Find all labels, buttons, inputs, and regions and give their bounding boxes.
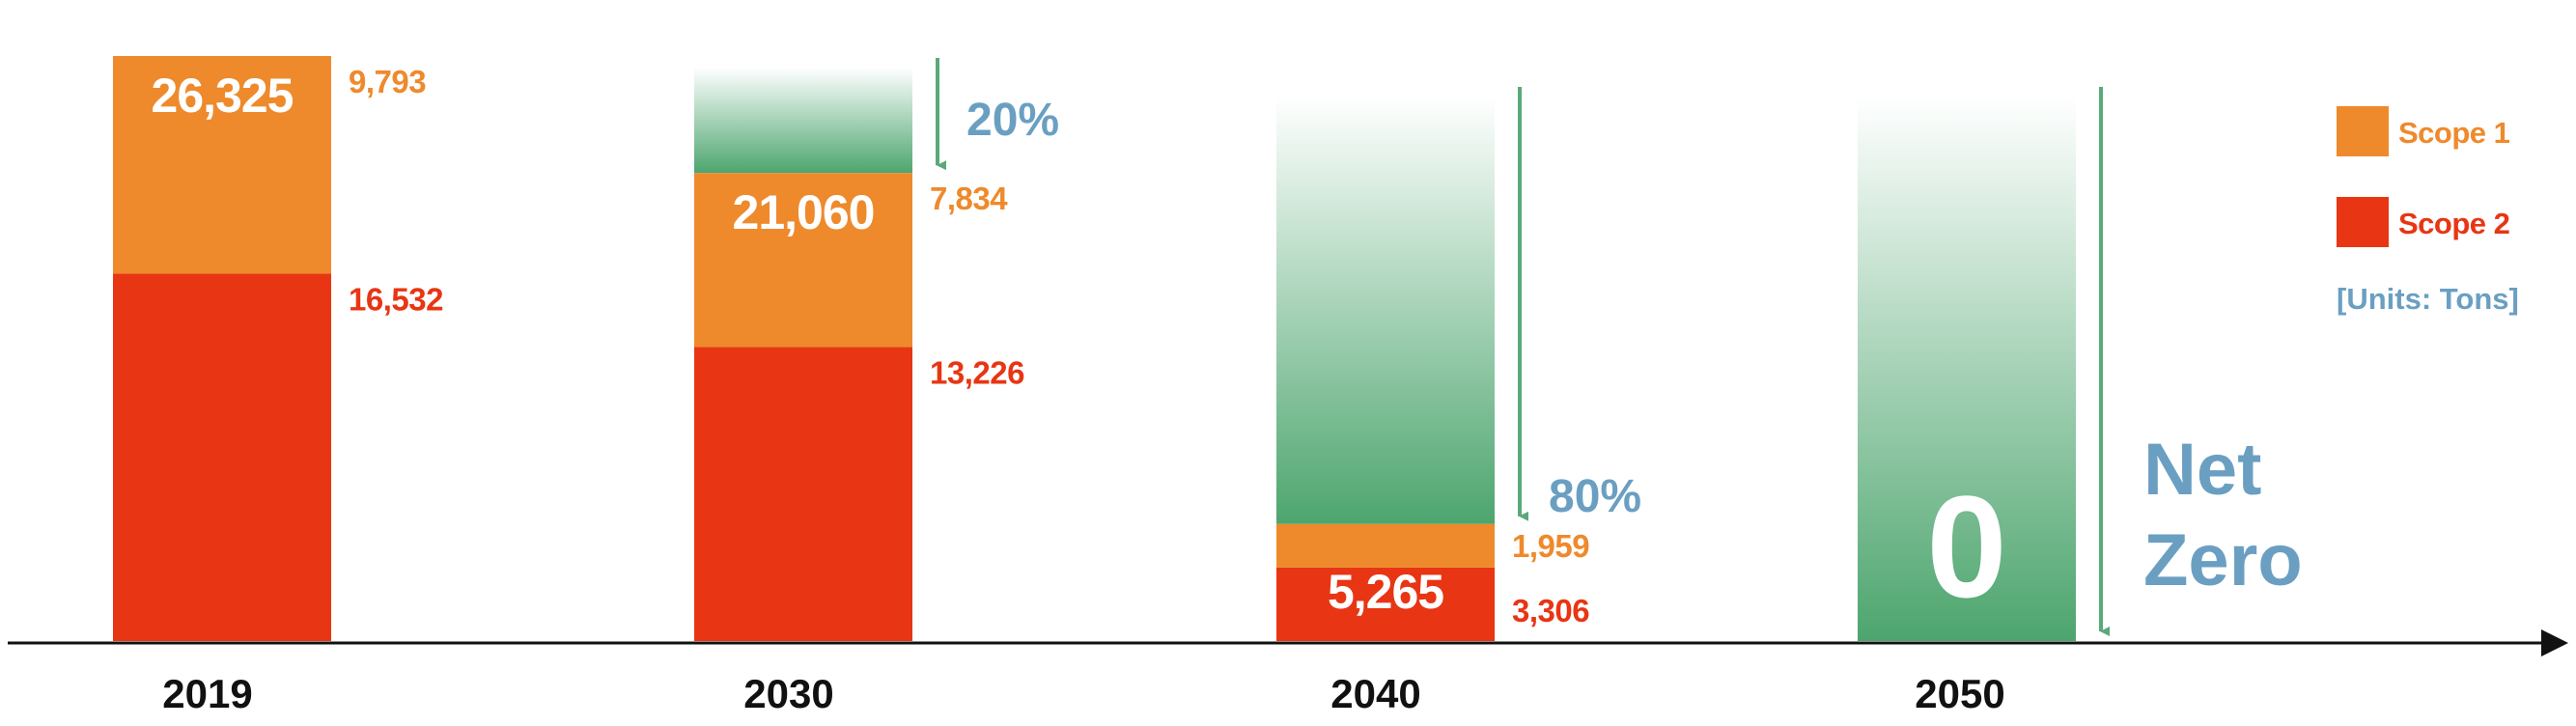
year-label-2040: 2040 [1330,671,1420,716]
scope2-label-2040: 3,306 [1512,593,1589,628]
year-label-2030: 2030 [743,671,833,716]
year-label-2050: 2050 [1915,671,2004,716]
legend-swatch-scope1 [2337,106,2389,156]
x-axis-arrowhead [2541,629,2568,656]
year-label-2019: 2019 [162,671,252,716]
bar-scope2-2019 [113,273,331,641]
reduction-label-2030: 20% [966,95,1059,146]
units-label: [Units: Tons] [2337,282,2519,316]
legend-label-scope1: Scope 1 [2398,116,2510,150]
reduction-area-2050 [1858,97,2076,641]
total-label-2050: 0 [1926,465,2006,628]
scope1-label-2030: 7,834 [930,181,1008,216]
bar-scope1-2019 [113,56,331,274]
scope1-label-2019: 9,793 [349,64,426,99]
bars-layer [113,56,2110,641]
legend-swatch-scope2 [2337,197,2389,247]
bar-scope2-2040 [1276,567,1495,641]
scope1-label-2040: 1,959 [1512,528,1589,564]
legend-label-scope2: Scope 2 [2398,207,2509,240]
bar-scope1-2030 [694,173,912,348]
total-label-2019: 26,325 [152,69,294,123]
scope2-label-2019: 16,532 [349,281,443,317]
scope2-label-2030: 13,226 [930,355,1024,391]
reduction-area-2040 [1276,97,1495,524]
reduction-area-2030 [694,68,912,174]
net-zero-line1: Net [2143,429,2261,511]
legend: Scope 1 Scope 2 [Units: Tons] [2337,106,2519,316]
bar-scope2-2030 [694,347,912,641]
net-zero-line2: Zero [2143,519,2303,601]
labels-layer: 26,325 9,793 16,532 2019 21,060 7,834 13,226 20… [152,64,2303,716]
total-label-2030: 21,060 [733,185,875,239]
reduction-label-2040: 80% [1549,471,1641,522]
bar-scope1-2040 [1276,523,1495,568]
total-label-2040: 5,265 [1328,565,1443,619]
